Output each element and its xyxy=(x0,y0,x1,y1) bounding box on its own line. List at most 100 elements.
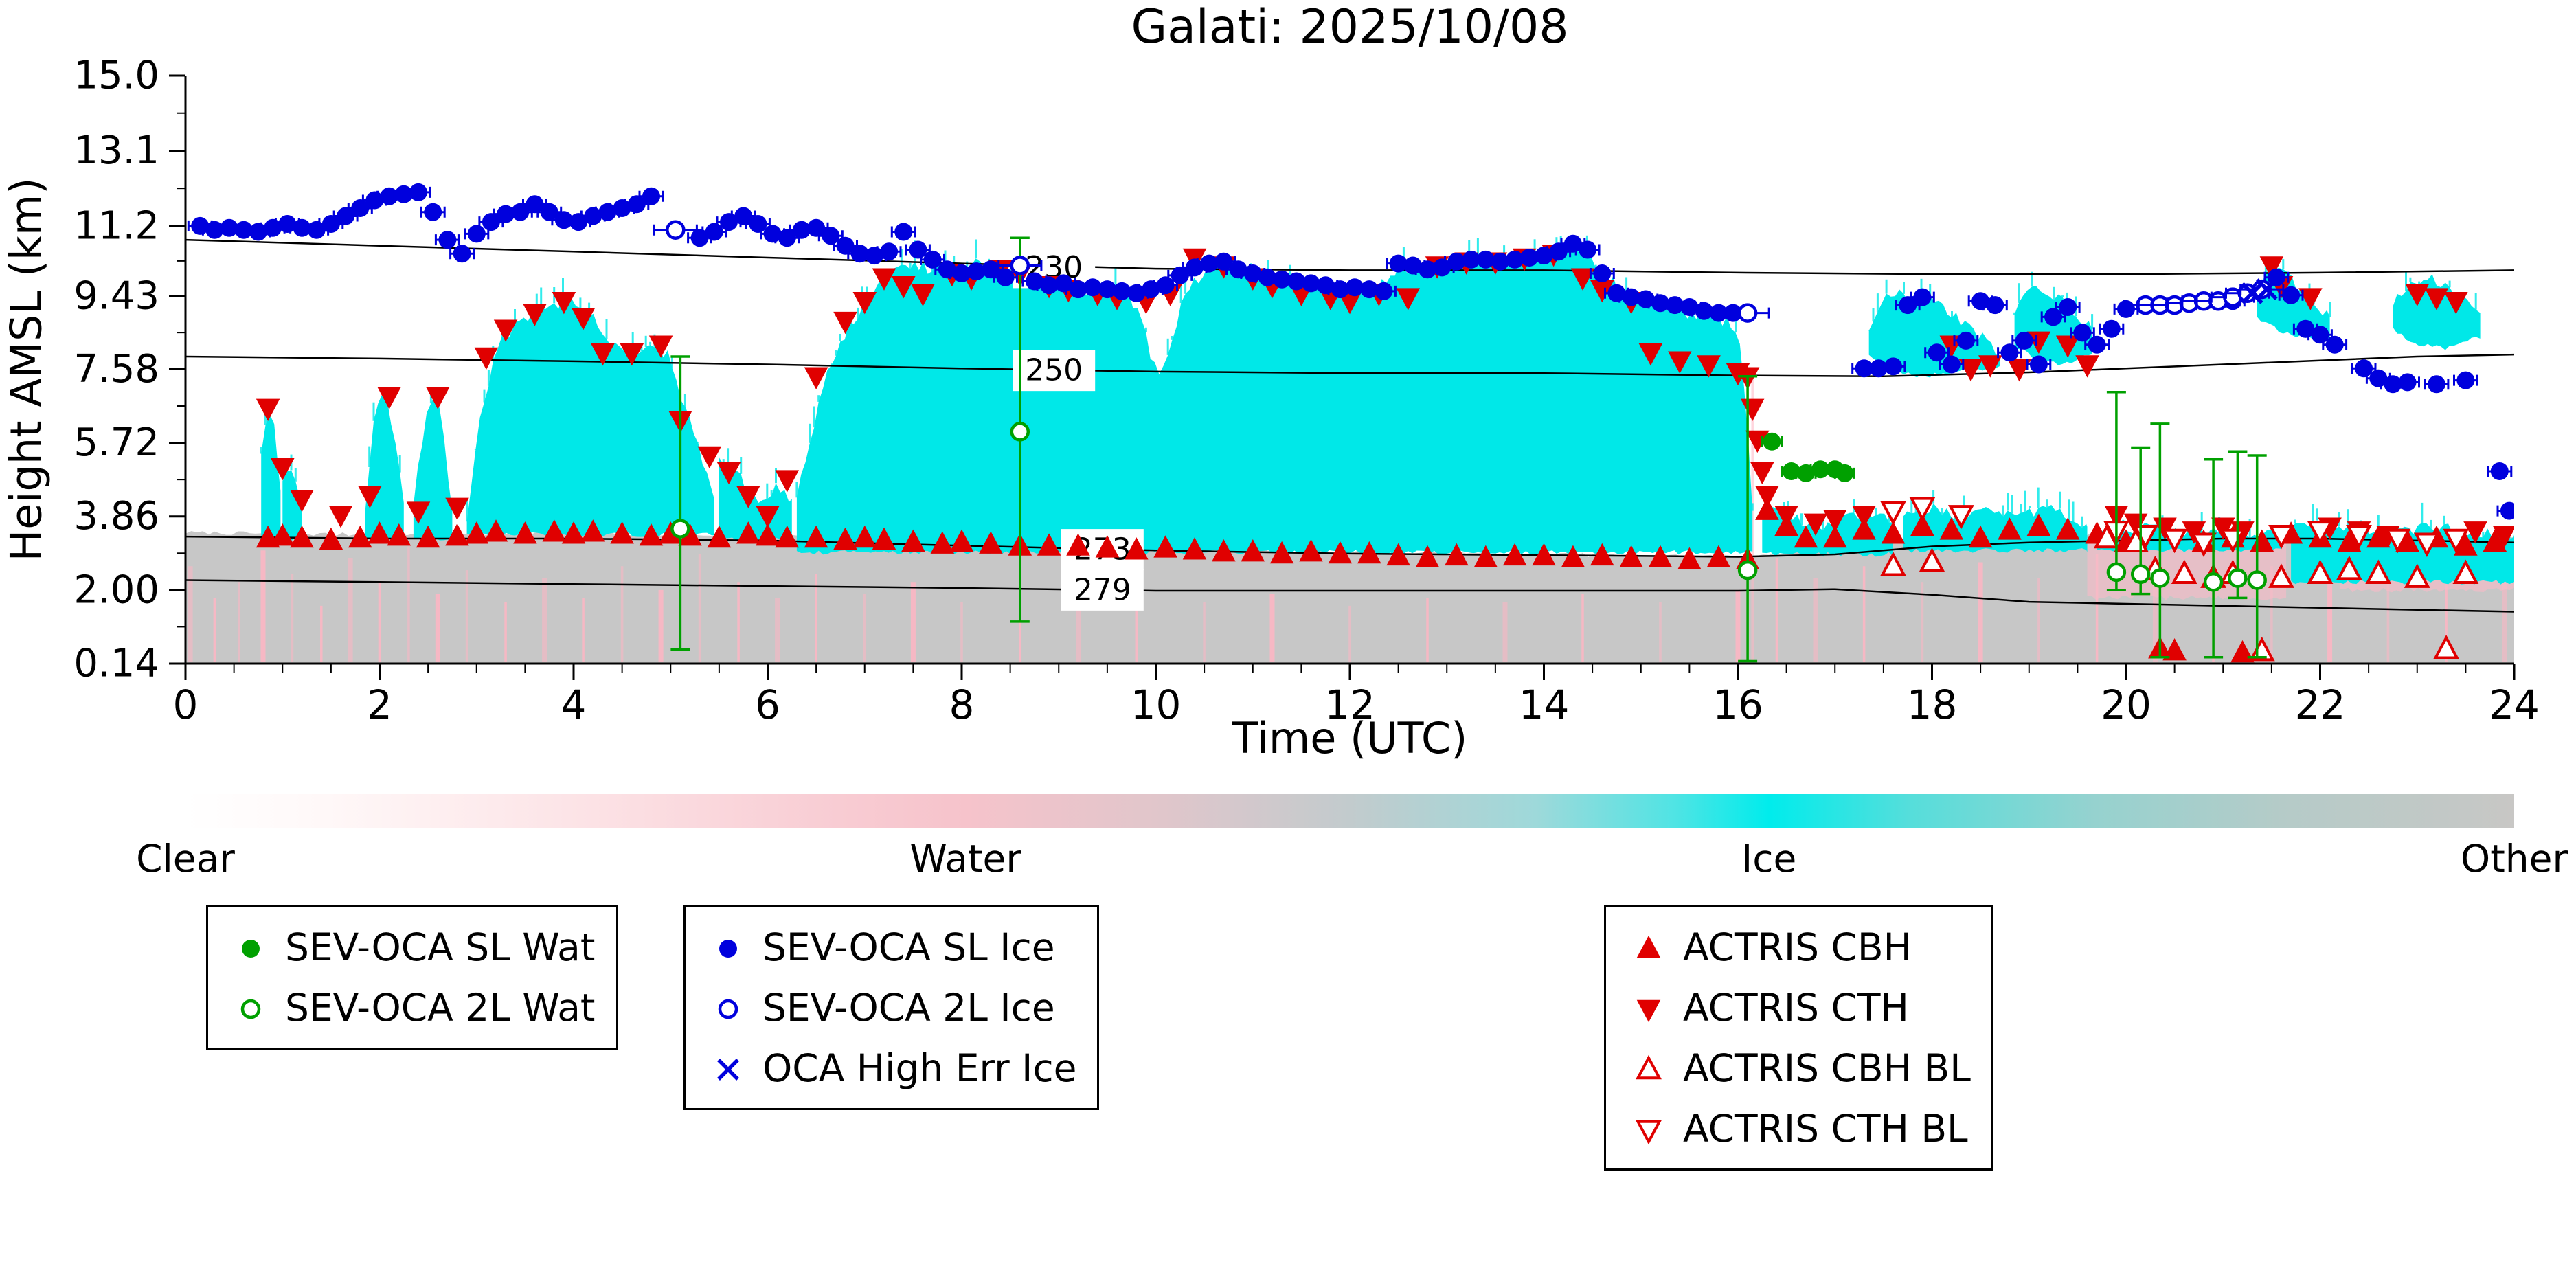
isotherm-label-bg xyxy=(1013,350,1096,392)
data-point xyxy=(1010,422,1030,442)
legend-label: SEV-OCA SL Wat xyxy=(285,925,596,969)
data-point xyxy=(1113,282,1131,300)
colorbar-label-clear: Clear xyxy=(136,837,235,881)
data-point xyxy=(2059,298,2077,316)
data-point xyxy=(872,527,896,550)
data-point xyxy=(2336,555,2362,580)
y-tick-label: 0.14 xyxy=(74,642,159,686)
data-point xyxy=(482,213,500,231)
data-point xyxy=(2296,319,2315,338)
data-point xyxy=(1998,517,2022,540)
data-point xyxy=(1331,280,1349,299)
legend-item-actris-cbh-bl: ACTRIS CBH BL xyxy=(1627,1038,1971,1098)
data-point xyxy=(736,521,760,544)
data-point xyxy=(1942,355,1961,374)
data-point xyxy=(1803,513,1828,536)
data-point xyxy=(627,195,646,214)
data-point xyxy=(734,207,753,225)
data-point xyxy=(1054,274,1073,293)
data-point xyxy=(394,185,413,203)
data-point xyxy=(1258,268,1276,286)
data-point xyxy=(1774,506,1798,528)
data-point xyxy=(1939,517,1964,540)
data-point xyxy=(1386,543,1410,566)
data-point xyxy=(523,304,547,326)
data-point xyxy=(807,218,826,237)
data-point xyxy=(909,240,927,259)
colorbar-label-water: Water xyxy=(909,837,1021,881)
chart-title: Galati: 2025/10/08 xyxy=(1131,0,1569,54)
legend-item-sev-oca-2l-ice: SEV-OCA 2L Ice xyxy=(706,978,1076,1038)
data-point xyxy=(2444,292,2468,315)
data-point xyxy=(1153,535,1177,558)
data-point xyxy=(1852,517,1876,540)
data-point xyxy=(1360,280,1379,299)
data-point xyxy=(2150,568,2170,588)
data-point xyxy=(2026,331,2051,354)
data-point xyxy=(1269,541,1294,564)
legend-label: SEV-OCA SL Ice xyxy=(762,925,1055,969)
legend-label: ACTRIS CBH xyxy=(1683,925,1912,969)
legend-item-sev-oca-sl-wat: SEV-OCA SL Wat xyxy=(229,917,596,978)
isotherm-label-bg xyxy=(1061,569,1144,611)
data-point xyxy=(1299,539,1323,562)
data-point xyxy=(307,221,326,239)
data-point xyxy=(804,525,828,548)
data-point xyxy=(2106,562,2127,583)
x-tick-label: 6 xyxy=(755,681,780,728)
data-point xyxy=(930,531,955,554)
data-point xyxy=(1095,535,1120,558)
x-tick-label: 22 xyxy=(2295,681,2346,728)
data-point xyxy=(2443,528,2470,554)
data-point xyxy=(416,525,440,548)
series-sev-oca-sl-ice xyxy=(187,183,2514,520)
data-point xyxy=(2117,300,2135,318)
data-point xyxy=(387,523,411,546)
data-point xyxy=(1389,254,1408,273)
x-tick-label: 20 xyxy=(2101,681,2151,728)
data-point xyxy=(2044,308,2063,326)
data-point xyxy=(716,462,741,485)
data-point xyxy=(1502,543,1527,566)
isotherm-label: 279 xyxy=(1074,572,1131,607)
data-point xyxy=(1549,242,1568,261)
data-point xyxy=(852,292,877,315)
x-tick-label: 18 xyxy=(1907,681,1958,728)
data-point xyxy=(1125,537,1149,560)
legend-box-1: SEV-OCA SL Wat SEV-OCA 2L Wat xyxy=(206,905,618,1050)
data-point xyxy=(1755,497,1779,520)
y-tick-label: 7.58 xyxy=(74,347,159,392)
data-point xyxy=(1913,288,1932,306)
data-point xyxy=(2346,524,2372,550)
ice-cloud-region xyxy=(466,294,714,537)
x-tick-label: 16 xyxy=(1713,681,1763,728)
data-point xyxy=(293,218,311,237)
data-point xyxy=(979,531,1003,554)
y-error-bar xyxy=(2106,391,2126,591)
data-point xyxy=(1156,276,1175,295)
data-point xyxy=(1200,254,1219,273)
y-tick-label: 9.43 xyxy=(74,273,159,318)
data-point xyxy=(2298,288,2323,310)
data-point xyxy=(1445,543,1469,566)
data-point xyxy=(368,521,392,544)
data-point xyxy=(1346,278,1364,297)
data-point xyxy=(2247,570,2267,590)
data-point xyxy=(1462,250,1480,269)
data-point xyxy=(2456,371,2475,389)
series-actris-cbh-bl xyxy=(1880,523,2479,662)
data-point xyxy=(526,195,544,214)
data-point xyxy=(822,227,840,245)
ice-cloud-region xyxy=(261,414,281,541)
x-tick-label: 10 xyxy=(1131,681,1182,728)
data-point xyxy=(670,519,690,539)
y-tick-label: 3.86 xyxy=(74,494,159,539)
x-tick-label: 24 xyxy=(2489,681,2540,728)
data-point xyxy=(493,319,518,342)
data-point xyxy=(1855,359,1873,378)
data-point xyxy=(707,525,732,548)
y-axis-label: Height AMSL (km) xyxy=(1,177,52,562)
data-point xyxy=(1375,282,1393,300)
isotherm-250 xyxy=(185,353,2514,378)
